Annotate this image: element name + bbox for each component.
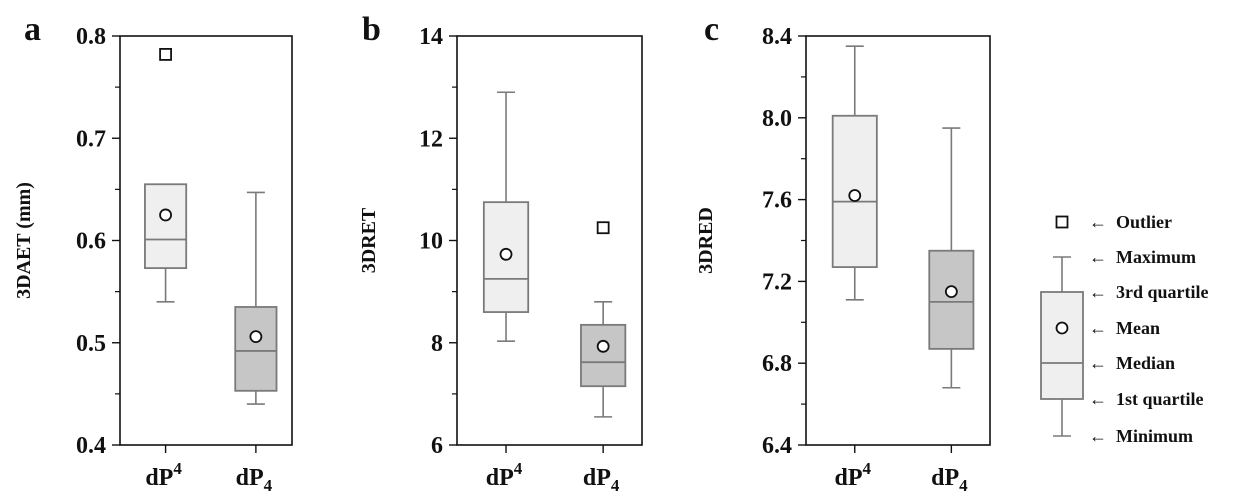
y-tick-label: 12 bbox=[419, 126, 443, 152]
y-axis-label: 3DAET (mm) bbox=[13, 182, 35, 299]
legend-label: Minimum bbox=[1116, 426, 1193, 446]
x-tick-label: dP4 bbox=[236, 465, 273, 495]
chart-panels: a 3DAET (mm) 0.4 0.5 0.6 0.7 0.8 dP4 dP4 b 3DRET 6 8… bbox=[13, 11, 991, 495]
mean-marker bbox=[499, 247, 513, 261]
legend: ← Outlier ← Maximum ← 3rd quartile ← Mean ← Media… bbox=[1040, 212, 1209, 446]
box-2 bbox=[234, 191, 278, 405]
y-tick-label: 8.0 bbox=[762, 106, 792, 132]
legend-arrow: ← bbox=[1089, 353, 1107, 373]
x-tick-label: dP4 bbox=[486, 459, 523, 491]
y-tick-label: 10 bbox=[419, 229, 443, 255]
legend-arrow: ← bbox=[1089, 318, 1107, 338]
legend-arrow: ← bbox=[1089, 247, 1107, 267]
panel-letter: c bbox=[704, 11, 719, 48]
iqr-box bbox=[144, 183, 188, 270]
legend-label: Median bbox=[1116, 353, 1175, 373]
y-tick-label: 6 bbox=[431, 433, 443, 459]
y-axis-label: 3DRET bbox=[358, 207, 380, 273]
legend-label: 3rd quartile bbox=[1116, 282, 1209, 302]
box-1 bbox=[482, 91, 530, 343]
y-tick-label: 7.2 bbox=[762, 269, 792, 295]
y-tick-label: 0.6 bbox=[76, 229, 106, 255]
y-tick-label: 0.4 bbox=[76, 433, 106, 459]
legend-arrow: ← bbox=[1089, 426, 1107, 446]
legend-arrow: ← bbox=[1089, 282, 1107, 302]
panel-c: c 3DRED 6.4 6.8 7.2 7.6 8.0 8.4 dP4 dP4 bbox=[695, 11, 991, 495]
legend-label: Mean bbox=[1116, 318, 1160, 338]
x-tick-label: dP4 bbox=[145, 459, 182, 491]
mean-marker bbox=[944, 285, 958, 299]
outlier-marker bbox=[159, 48, 172, 61]
y-axis-label: 3DRED bbox=[695, 207, 717, 274]
mean-marker bbox=[848, 189, 862, 202]
x-tick-label: dP4 bbox=[583, 465, 620, 495]
legend-box bbox=[1040, 291, 1084, 400]
legend-arrow: ← bbox=[1089, 212, 1107, 232]
y-tick-label: 8 bbox=[431, 331, 443, 357]
panel-b: b 3DRET 6 8 10 12 14 dP4 dP4 bbox=[358, 11, 643, 495]
y-tick-label: 6.8 bbox=[762, 351, 792, 377]
box-2 bbox=[580, 221, 627, 418]
x-tick-label: dP4 bbox=[835, 459, 872, 491]
legend-label: 1st quartile bbox=[1116, 389, 1204, 409]
y-tick-label: 6.4 bbox=[762, 433, 792, 459]
y-tick-label: 0.5 bbox=[76, 331, 106, 357]
y-tick-label: 0.8 bbox=[76, 24, 106, 50]
legend-label: Maximum bbox=[1116, 247, 1196, 267]
outlier-marker bbox=[596, 221, 610, 235]
y-tick-label: 8.4 bbox=[762, 24, 792, 50]
panel-a: a 3DAET (mm) 0.4 0.5 0.6 0.7 0.8 dP4 dP4 bbox=[13, 11, 293, 495]
legend-outlier-symbol bbox=[1055, 215, 1069, 229]
box-1 bbox=[831, 45, 878, 301]
iqr-box bbox=[928, 249, 975, 350]
mean-marker bbox=[596, 339, 610, 353]
x-tick-label: dP4 bbox=[931, 465, 968, 495]
box-2 bbox=[928, 127, 975, 389]
panel-letter: b bbox=[362, 11, 381, 48]
legend-label: Outlier bbox=[1116, 212, 1172, 232]
mean-marker bbox=[159, 208, 172, 222]
mean-marker bbox=[249, 330, 263, 344]
y-tick-label: 14 bbox=[419, 24, 443, 50]
iqr-box bbox=[580, 323, 627, 388]
y-tick-label: 0.7 bbox=[76, 126, 106, 152]
iqr-box bbox=[234, 306, 278, 392]
legend-mean-marker bbox=[1055, 321, 1069, 335]
legend-arrow: ← bbox=[1089, 389, 1107, 409]
box-1 bbox=[144, 48, 188, 303]
panel-letter: a bbox=[24, 11, 41, 48]
y-tick-label: 7.6 bbox=[762, 188, 792, 214]
